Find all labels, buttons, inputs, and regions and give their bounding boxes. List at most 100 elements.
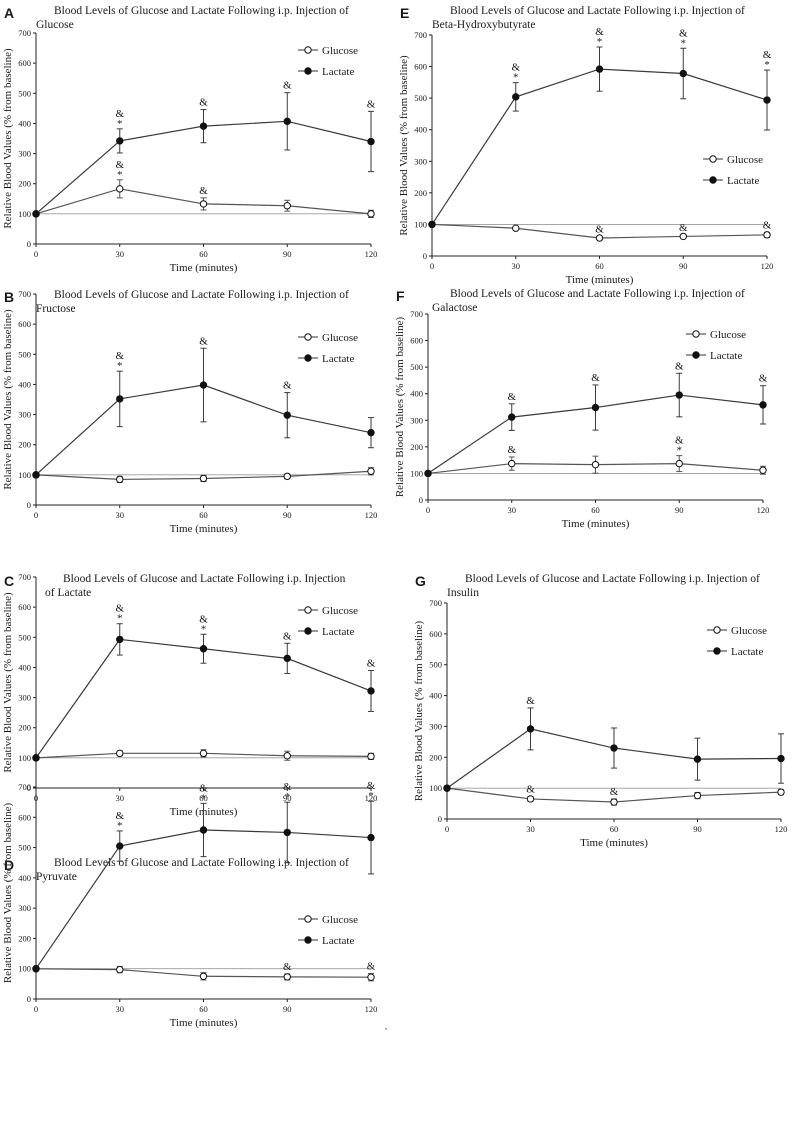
y-tick-label: 700 <box>414 30 427 40</box>
y-tick-label: 600 <box>18 58 31 68</box>
legend-label: Lactate <box>731 646 763 658</box>
data-point-glucose <box>367 973 375 981</box>
significance-star: * <box>117 360 123 372</box>
x-tick-label: 120 <box>365 793 378 803</box>
legend-marker-lactate <box>304 67 312 75</box>
legend-label: Lactate <box>322 353 354 365</box>
y-tick-label: 400 <box>429 691 442 701</box>
significance-ampersand: & <box>507 391 516 403</box>
data-point-lactate <box>199 826 208 834</box>
panel-letter: C <box>4 573 14 589</box>
significance-ampersand: & <box>199 613 208 625</box>
y-tick-label: 600 <box>18 812 31 822</box>
significance-star: * <box>117 118 123 130</box>
data-point-glucose <box>199 200 208 208</box>
significance-star: * <box>285 791 291 803</box>
data-point-lactate <box>32 210 40 218</box>
legend-label: Lactate <box>322 626 354 638</box>
significance-ampersand: & <box>759 373 768 385</box>
significance-star: * <box>764 59 770 71</box>
data-point-glucose <box>116 965 124 974</box>
y-tick-label: 200 <box>18 723 31 733</box>
data-point-glucose <box>675 459 683 468</box>
y-tick-label: 100 <box>18 470 31 480</box>
x-tick-label: 60 <box>199 793 208 803</box>
significance-star: * <box>513 72 519 84</box>
x-tick-label: 30 <box>526 824 535 834</box>
chart-panel-f: F Blood Levels of Glucose and Lactate Fol… <box>394 288 769 530</box>
significance-star: * <box>201 792 207 804</box>
chart-title: Blood Levels of Glucose and Lactate Foll… <box>450 288 745 300</box>
y-axis-label: Relative Blood Values (% from baseline) <box>398 55 410 236</box>
x-tick-label: 120 <box>365 1004 378 1014</box>
y-tick-label: 100 <box>410 468 423 478</box>
significance-ampersand: & <box>115 603 124 615</box>
y-tick-label: 100 <box>414 219 427 229</box>
x-tick-label: 90 <box>283 510 292 520</box>
data-point-glucose <box>367 467 375 475</box>
y-axis-label: Relative Blood Values (% from baseline) <box>2 803 14 984</box>
panel-letter: E <box>400 5 409 21</box>
y-tick-label: 500 <box>18 349 31 359</box>
legend-marker-glucose <box>304 333 312 341</box>
chart-subtitle: Galactose <box>432 302 477 314</box>
x-tick-label: 0 <box>426 505 430 515</box>
significance-ampersand: & <box>526 783 535 795</box>
legend-label: Glucose <box>727 154 763 166</box>
significance-ampersand: & <box>675 360 684 372</box>
chart-panel-e: E Blood Levels of Glucose and Lactate Fol… <box>398 5 773 286</box>
data-point-lactate <box>32 471 40 479</box>
significance-star: * <box>117 169 123 181</box>
y-tick-label: 300 <box>414 156 427 166</box>
x-tick-label: 120 <box>761 261 774 271</box>
y-tick-label: 600 <box>429 629 442 639</box>
y-tick-label: 300 <box>18 410 31 420</box>
legend-marker-glucose <box>692 330 700 338</box>
panel-letter: G <box>415 573 426 589</box>
data-point-lactate <box>777 754 785 763</box>
y-tick-label: 400 <box>410 389 423 399</box>
significance-star: * <box>677 445 683 457</box>
legend-marker-lactate <box>709 176 717 184</box>
stray-mark: , <box>385 1021 387 1031</box>
x-axis-label: Time (minutes) <box>580 837 648 849</box>
data-point-lactate <box>508 413 516 421</box>
chart-title: Blood Levels of Glucose and Lactate Foll… <box>450 5 745 17</box>
y-axis-label: Relative Blood Values (% from baseline) <box>2 309 14 490</box>
legend-marker-glucose <box>304 915 312 923</box>
chart-title: Blood Levels of Glucose and Lactate Foll… <box>54 857 349 869</box>
panel-letter: B <box>4 289 14 305</box>
data-point-glucose <box>283 973 291 981</box>
chart-subtitle: Pyruvate <box>36 871 77 883</box>
chart-panel-b: B Blood Levels of Glucose and Lactate Fol… <box>2 289 377 535</box>
y-tick-label: 400 <box>18 379 31 389</box>
y-tick-label: 0 <box>438 814 442 824</box>
significance-ampersand: & <box>591 372 600 384</box>
y-tick-label: 600 <box>414 62 427 72</box>
y-tick-label: 700 <box>429 598 442 608</box>
x-tick-label: 30 <box>508 505 517 515</box>
data-point-glucose <box>526 795 535 803</box>
y-tick-label: 200 <box>18 933 31 943</box>
data-point-lactate <box>693 755 702 763</box>
data-point-lactate <box>116 137 124 145</box>
y-tick-label: 300 <box>18 149 31 159</box>
y-tick-label: 700 <box>410 309 423 319</box>
data-point-glucose <box>777 788 785 796</box>
legend-marker-glucose <box>304 46 312 54</box>
x-tick-label: 90 <box>675 505 684 515</box>
significance-star: * <box>117 820 123 832</box>
significance-ampersand: & <box>115 350 124 362</box>
data-point-lactate <box>367 428 375 437</box>
significance-ampersand: & <box>595 26 604 38</box>
significance-ampersand: & <box>507 444 516 456</box>
y-tick-label: 600 <box>18 319 31 329</box>
chart-panel-c: C Blood Levels of Glucose and Lactate Fol… <box>2 572 377 818</box>
y-tick-label: 600 <box>410 336 423 346</box>
data-point-glucose <box>283 752 291 760</box>
significance-ampersand: & <box>367 657 376 669</box>
significance-ampersand: & <box>367 961 376 973</box>
data-point-lactate <box>595 65 604 73</box>
y-axis-label: Relative Blood Values (% from baseline) <box>2 48 14 229</box>
data-point-lactate <box>283 117 291 126</box>
